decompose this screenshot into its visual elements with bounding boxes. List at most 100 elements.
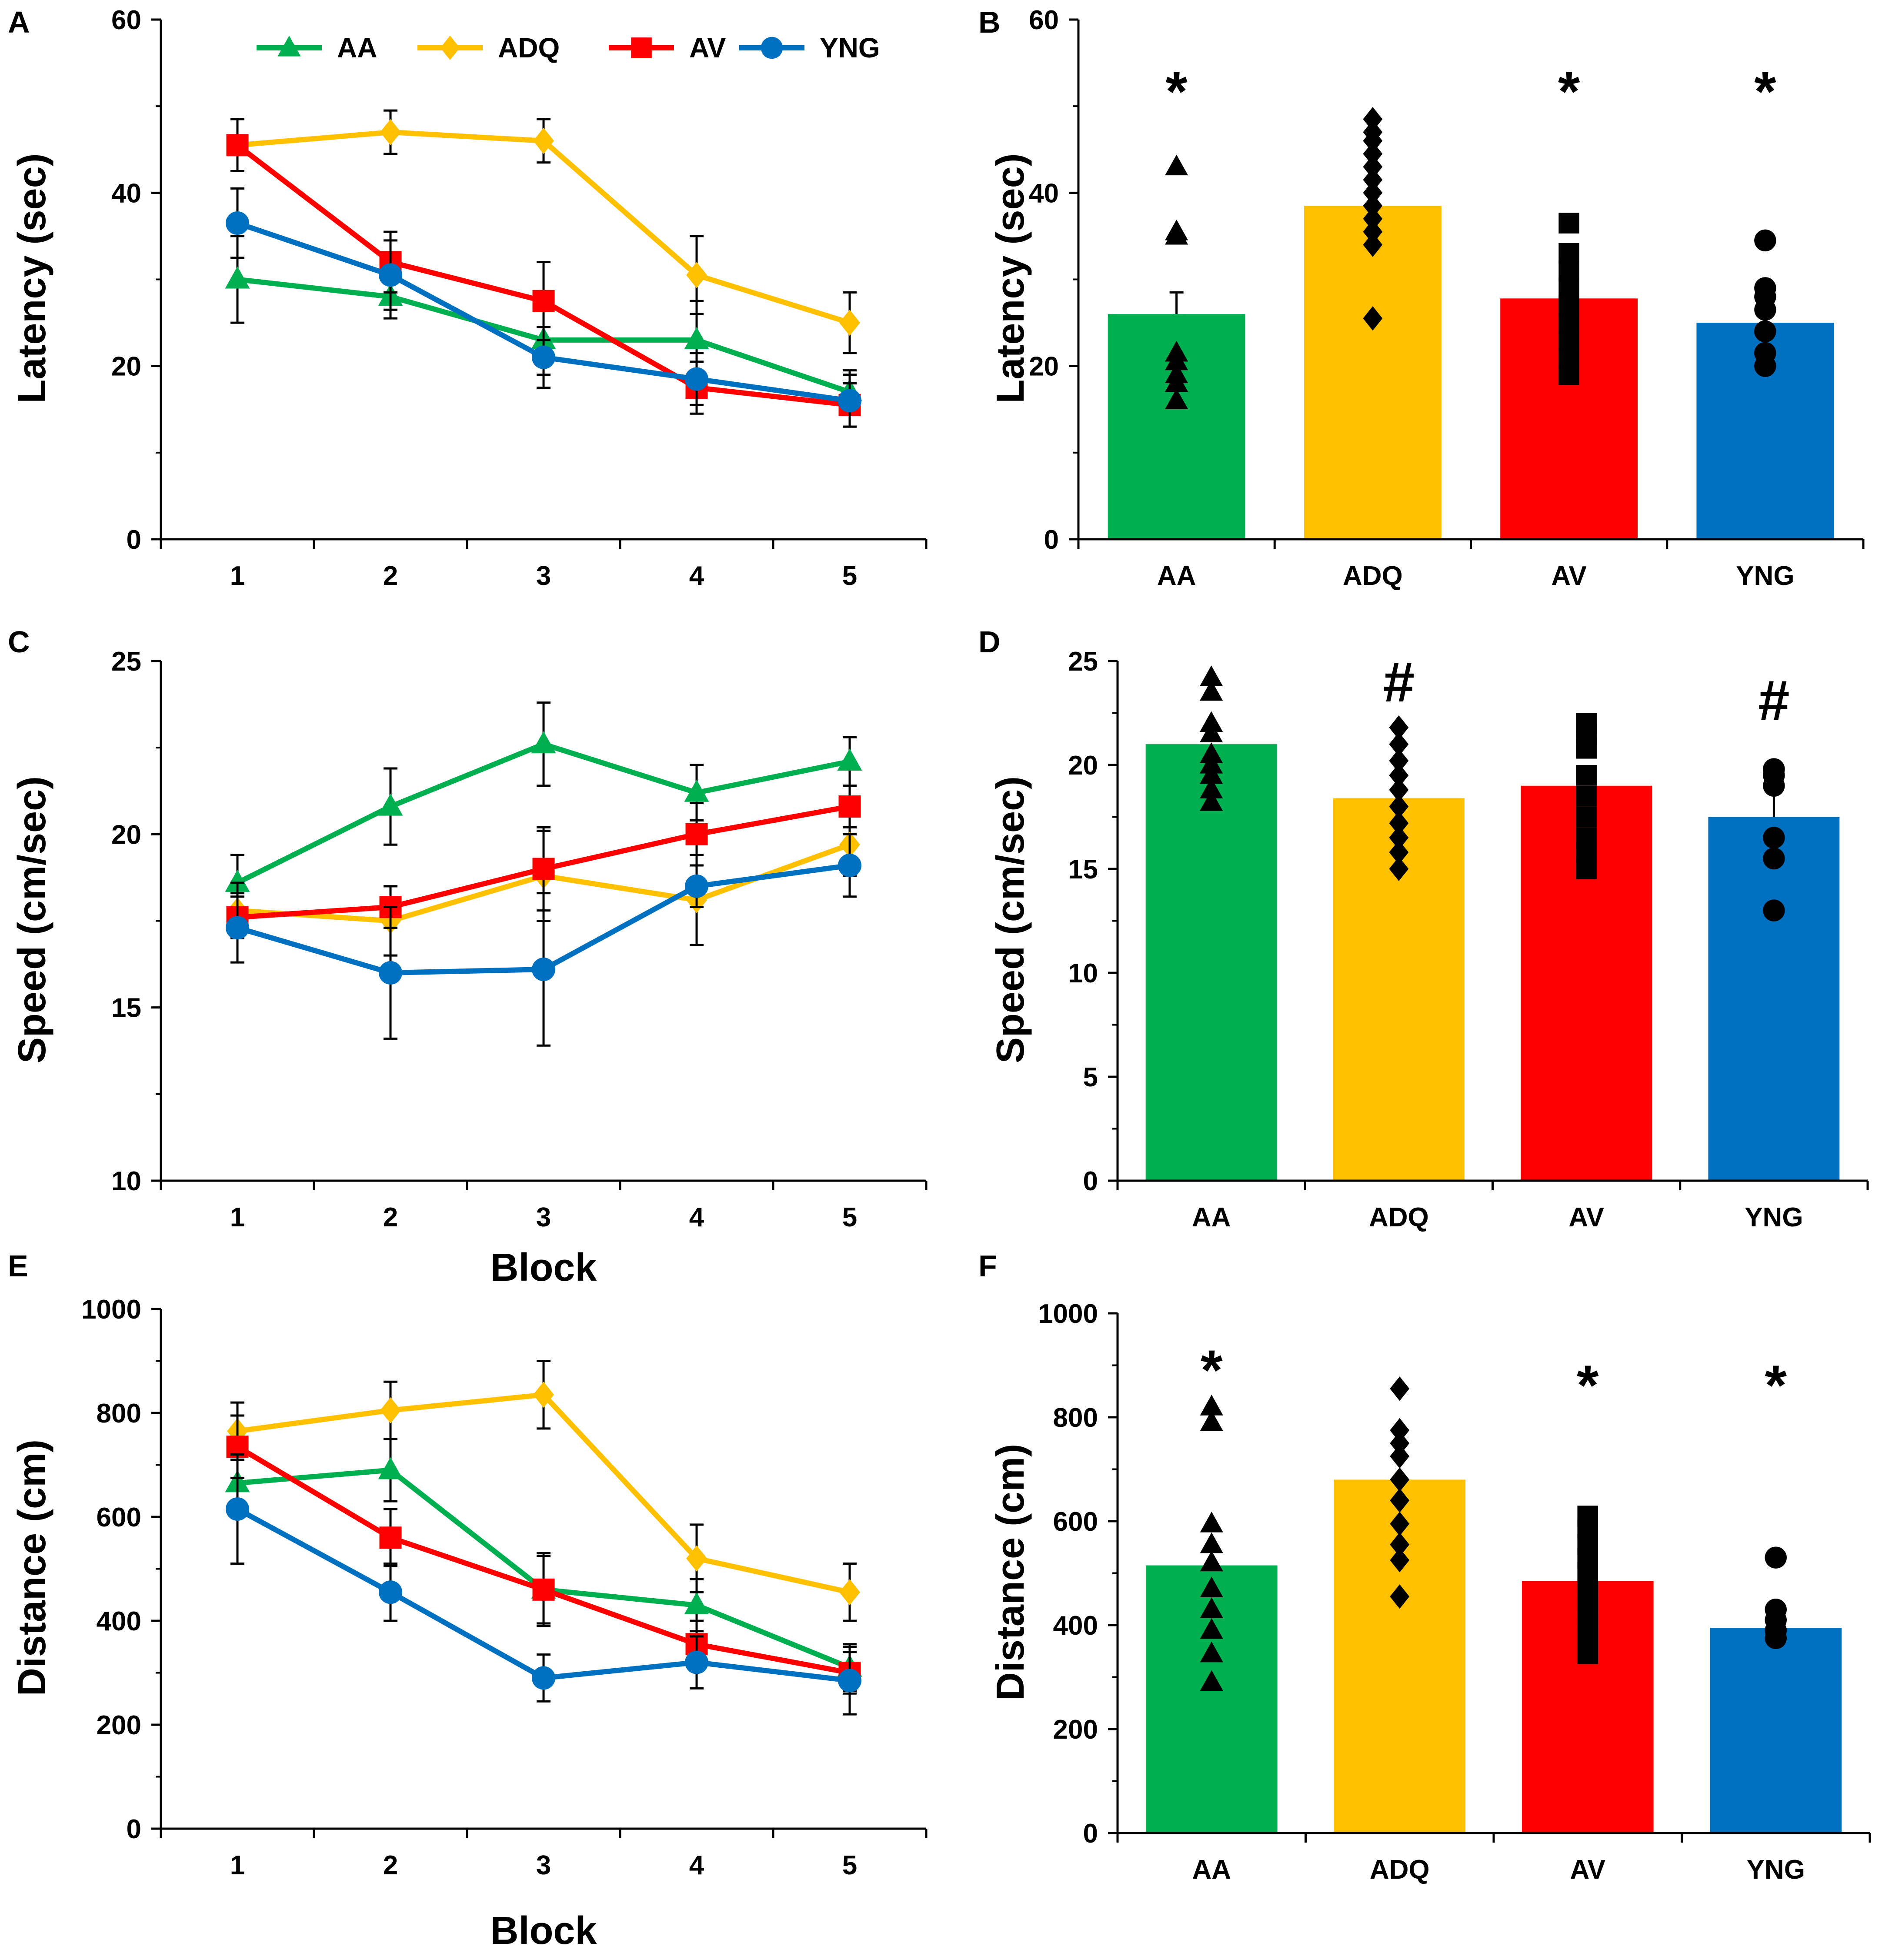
significance-marker-yng: * (1765, 1353, 1787, 1417)
x-tick-label: 2 (383, 1202, 398, 1232)
data-point-adq (533, 127, 554, 154)
data-point-aa (684, 327, 709, 349)
individual-point-aa (1165, 388, 1188, 409)
data-point-yng (379, 263, 402, 287)
legend-label-yng: YNG (820, 32, 880, 63)
individual-point-aa (1200, 665, 1223, 686)
individual-point-aa (1200, 680, 1223, 701)
x-tick-label-aa: AA (1192, 1855, 1231, 1885)
bar-chart-panel-b: 0 20 40 60 Latency (sec) AA * ADQ AV * YNG * (989, 5, 1865, 591)
data-point-yng (226, 211, 249, 235)
x-tick-label-yng: YNG (1736, 561, 1794, 591)
x-tick-label: 1 (230, 561, 245, 591)
series-yng (226, 187, 861, 428)
individual-point-av (1576, 738, 1597, 759)
legend-swatch-marker (440, 36, 460, 60)
data-point-av (532, 858, 555, 880)
y-tick-label: 400 (1053, 1611, 1098, 1641)
y-axis-title: Distance (cm) (10, 1439, 54, 1696)
individual-point-aa (1200, 753, 1223, 774)
individual-point-adq (1389, 794, 1409, 819)
x-tick-label: 4 (689, 561, 704, 591)
individual-point-yng (1765, 1546, 1787, 1569)
data-point-aa (684, 1592, 709, 1615)
individual-point-yng (1763, 775, 1785, 797)
individual-point-adq (1389, 825, 1409, 850)
x-tick-label-aa: AA (1192, 1202, 1231, 1232)
data-point-aa (378, 1457, 403, 1479)
bar-yng (1708, 817, 1840, 1181)
panel-label-c: C (8, 625, 30, 659)
individual-point-aa (1200, 1641, 1223, 1663)
legend-label-adq: ADQ (498, 32, 560, 63)
individual-point-aa (1200, 711, 1223, 732)
individual-point-aa (1200, 742, 1223, 763)
individual-point-adq (1390, 1511, 1410, 1536)
x-tick-label-av: AV (1570, 1855, 1605, 1885)
individual-point-adq (1390, 1584, 1410, 1609)
data-point-adq (839, 310, 860, 336)
individual-point-yng (1763, 827, 1785, 849)
x-tick-label-yng: YNG (1745, 1202, 1803, 1232)
legend-item-adq: ADQ (417, 32, 560, 63)
legend-label-aa: AA (337, 32, 377, 63)
bar-yng (1710, 1627, 1842, 1833)
y-tick-label: 40 (1029, 178, 1059, 208)
legend-swatch-marker (761, 37, 783, 59)
individual-point-av (1558, 277, 1579, 299)
individual-point-aa (1200, 1395, 1223, 1416)
data-point-yng (226, 916, 249, 940)
y-tick-label: 0 (1044, 525, 1059, 555)
y-tick-label: 400 (97, 1606, 141, 1636)
bar-chart-panel-f: 0 200 400 600 800 1000 Distance (cm) AA * ADQ AV * Y… (989, 1299, 1871, 1885)
data-point-aa (225, 266, 250, 289)
individual-point-aa (1200, 1576, 1223, 1597)
x-tick-label: 2 (383, 1850, 398, 1880)
data-point-yng (379, 1580, 402, 1604)
individual-point-adq (1363, 141, 1383, 166)
data-point-adq (380, 1397, 401, 1424)
data-point-yng (226, 1497, 249, 1521)
y-tick-label: 25 (111, 647, 141, 677)
individual-point-adq (1363, 207, 1383, 231)
y-tick-label: 0 (127, 525, 141, 555)
bar-chart-panel-d: 0 5 10 15 20 25 Speed (cm/sec) AA ADQ # AV YNG # (989, 647, 1869, 1232)
individual-point-adq (1363, 180, 1383, 205)
bar-aa (1145, 744, 1277, 1181)
individual-point-av (1558, 347, 1579, 368)
individual-point-aa (1200, 1670, 1223, 1691)
individual-point-av (1558, 295, 1579, 316)
individual-point-av (1577, 1625, 1598, 1646)
individual-point-aa (1165, 362, 1188, 384)
individual-point-adq (1363, 219, 1383, 244)
y-axis-title: Speed (cm/sec) (10, 776, 54, 1063)
data-point-yng (532, 958, 555, 982)
y-tick-label: 1000 (81, 1295, 141, 1325)
data-point-av (532, 1578, 555, 1601)
data-point-yng (685, 874, 708, 898)
individual-point-adq (1389, 811, 1409, 835)
x-tick-label: 2 (383, 561, 398, 591)
individual-point-aa (1165, 349, 1188, 371)
legend-label-av: AV (689, 32, 726, 63)
significance-marker-aa: * (1201, 1338, 1223, 1402)
x-tick-label: 3 (536, 1202, 551, 1232)
data-point-yng (838, 854, 861, 878)
individual-point-av (1558, 213, 1579, 234)
individual-point-aa (1200, 1511, 1223, 1533)
individual-point-adq (1389, 778, 1409, 802)
data-point-aa (378, 793, 403, 816)
individual-point-av (1576, 785, 1597, 807)
panel-label-d: D (978, 625, 1001, 659)
x-axis-title: Block (490, 1246, 597, 1289)
data-point-adq (839, 1579, 860, 1606)
x-tick-label-adq: ADQ (1343, 561, 1403, 591)
x-tick-label: 3 (536, 1850, 551, 1880)
legend-item-yng: YNG (739, 32, 880, 63)
individual-point-aa (1200, 721, 1223, 742)
individual-point-adq (1363, 107, 1383, 132)
series-yng (226, 833, 861, 1047)
data-point-yng (685, 1650, 708, 1674)
individual-point-adq (1363, 232, 1383, 257)
individual-point-yng (1763, 899, 1785, 922)
